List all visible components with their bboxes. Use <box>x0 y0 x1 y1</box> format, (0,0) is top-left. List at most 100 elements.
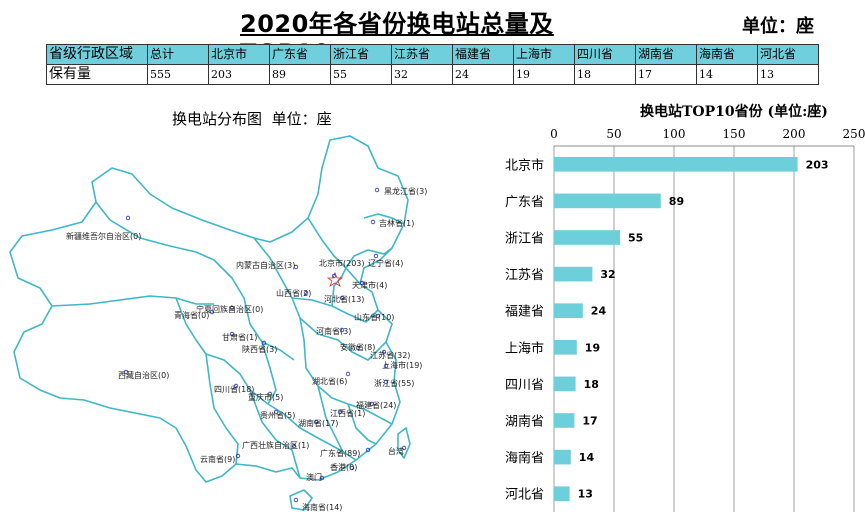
value-labels: 203 89 55 32 24 19 18 17 14 13 <box>578 158 829 500</box>
category-label: 上海市 <box>505 340 544 356</box>
category-label: 海南省 <box>505 450 544 466</box>
location-dot-icon <box>339 327 345 333</box>
location-dot-icon <box>374 187 380 193</box>
location-dot-icon <box>349 465 355 471</box>
location-dot-icon <box>370 219 376 225</box>
map-label: 台湾 <box>388 446 404 456</box>
map-label: 重庆市(5) <box>248 392 283 402</box>
location-dot-icon <box>375 313 381 319</box>
location-dot-icon <box>313 419 319 425</box>
location-dot-icon <box>123 369 129 375</box>
taiwan-outline <box>397 427 411 459</box>
location-dot-icon <box>383 363 389 369</box>
map-label: 河南省(3) <box>316 326 351 336</box>
x-tick-label: 0 <box>550 127 558 141</box>
table-cell: 19 <box>513 64 575 85</box>
bar <box>554 193 661 209</box>
table-cell: 203 <box>208 64 270 85</box>
province-border <box>253 237 305 341</box>
bar <box>554 486 570 502</box>
map-label: 吉林省(1) <box>379 218 414 228</box>
map-label: 山东省(10) <box>354 312 394 322</box>
map-label: 甘肃省(1) <box>222 332 257 342</box>
china-boundary <box>9 135 409 483</box>
china-map: 黑龙江省(3) 吉林省(1) 新疆维吾尔自治区(0) 内蒙古自治区(3) 北京市(203… <box>9 135 427 512</box>
province-border <box>307 217 361 285</box>
province-border <box>95 201 215 261</box>
province-border <box>345 247 393 269</box>
map-label: 福建省(24) <box>356 400 396 410</box>
location-dot-icon <box>261 340 267 346</box>
bar <box>554 303 583 319</box>
table-cell: 18 <box>574 64 636 85</box>
province-border <box>347 403 377 445</box>
map-dots <box>123 187 407 503</box>
category-label: 江苏省 <box>505 267 544 283</box>
category-label: 河北省 <box>505 488 544 503</box>
location-dot-icon <box>319 475 325 481</box>
location-dot-icon <box>235 453 241 459</box>
x-tick-label: 200 <box>783 127 806 141</box>
location-dot-icon <box>303 290 309 296</box>
map-label: 上海市(19) <box>382 360 422 370</box>
location-dot-icon <box>273 409 279 415</box>
location-dot-icon <box>293 497 299 503</box>
location-dot-icon <box>233 383 239 389</box>
table-header-cell: 四川省 <box>574 44 636 65</box>
bar <box>554 266 593 282</box>
table-header-row: 省级行政区域 总计 北京市 广东省 浙江省 江苏省 福建省 上海市 四川省 湖南… <box>46 44 819 65</box>
data-label: 55 <box>628 232 643 245</box>
table-header-cell: 河北省 <box>757 44 819 65</box>
table-row-header: 省级行政区域 <box>46 44 148 65</box>
map-label: 江西省(1) <box>330 408 365 418</box>
table-row-label: 保有量 <box>46 64 148 85</box>
bar <box>554 413 575 428</box>
data-label: 32 <box>600 268 615 281</box>
map-label: 内蒙古自治区(3) <box>236 260 295 270</box>
table-header-cell: 福建省 <box>452 44 514 65</box>
category-label: 福建省 <box>505 305 544 320</box>
x-tick-label: 100 <box>663 127 686 141</box>
data-label: 13 <box>578 488 593 501</box>
bars <box>554 156 798 502</box>
table-header-cell: 北京市 <box>208 44 270 65</box>
map-label: 天津市(4) <box>352 280 387 290</box>
table-value-row: 保有量 555 203 89 55 32 24 19 18 17 14 13 <box>46 64 819 85</box>
data-label: 89 <box>669 195 684 208</box>
location-dot-icon <box>229 305 235 311</box>
table-total-header: 总计 <box>147 44 209 65</box>
table-cell: 14 <box>696 64 758 85</box>
map-label: 湖南省(17) <box>298 418 338 428</box>
hainan-outline <box>289 489 313 511</box>
bar <box>554 156 798 172</box>
map-label: 宁夏回族自治区(0) <box>196 304 263 314</box>
province-border <box>213 259 295 361</box>
map-label: 江苏省(32) <box>370 350 410 360</box>
x-tick-label: 150 <box>723 127 746 141</box>
table-total-value: 555 <box>147 64 209 85</box>
map-label: 贵州省(5) <box>260 410 295 420</box>
bar-chart-title: 换电站TOP10省份 (单位:座) <box>640 104 828 120</box>
category-label: 北京市 <box>505 157 544 173</box>
location-dot-icon <box>345 371 351 377</box>
location-dot-icon <box>365 447 371 453</box>
table-cell: 24 <box>452 64 514 85</box>
province-border <box>317 385 345 455</box>
map-label: 青海省(0) <box>174 310 209 320</box>
location-dot-icon <box>401 445 407 451</box>
bar-chart: 0 50 100 150 200 250 北京市广东省浙江省江苏省福建省上海市四川省湖南省… <box>505 127 865 512</box>
map-label: 广西壮族自治区(1) <box>242 440 309 450</box>
page-title: 2020年各省份换电站总量及TOP10 <box>240 10 554 67</box>
province-border <box>205 353 239 465</box>
table-header-cell: 浙江省 <box>330 44 392 65</box>
map-label: 新疆维吾尔自治区(0) <box>66 231 141 241</box>
table-cell: 17 <box>635 64 697 85</box>
province-border <box>303 339 393 425</box>
bar <box>554 339 577 355</box>
map-label: 云南省(9) <box>200 454 235 464</box>
table-header-cell: 海南省 <box>696 44 758 65</box>
map-label: 河北省(13) <box>324 294 364 304</box>
table-header-cell: 湖南省 <box>635 44 697 65</box>
map-title-text: 换电站分布图 <box>172 110 263 128</box>
map-label: 辽宁省(4) <box>368 258 403 268</box>
